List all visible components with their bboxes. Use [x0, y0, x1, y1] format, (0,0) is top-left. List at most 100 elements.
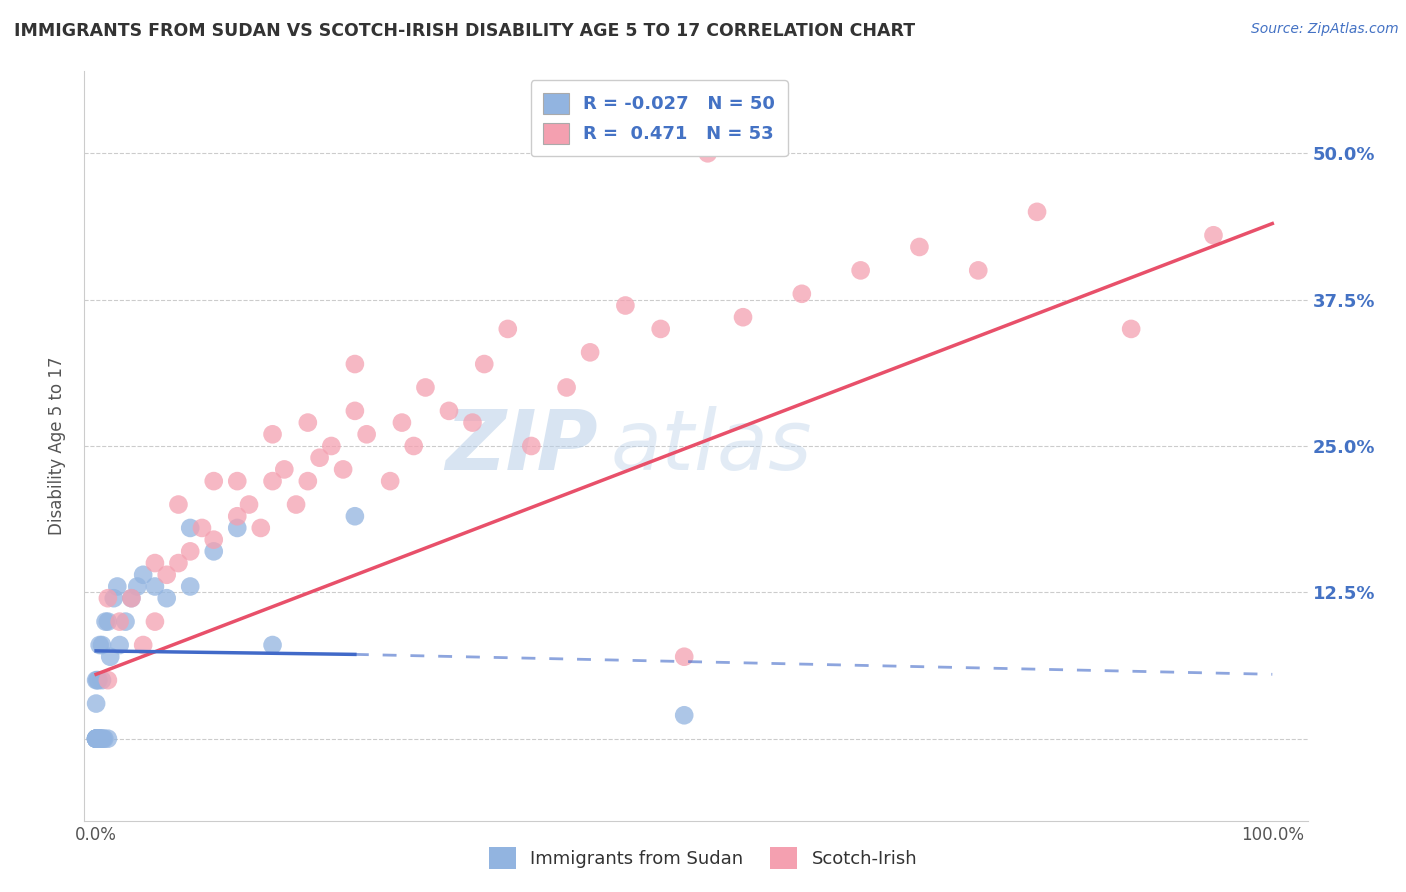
Text: Source: ZipAtlas.com: Source: ZipAtlas.com: [1251, 22, 1399, 37]
Point: [167, 498, 190, 512]
Point: [179, 521, 201, 535]
Point: [127, 580, 149, 594]
Point: [86, 731, 108, 746]
Point: [120, 591, 142, 606]
Point: [86, 731, 108, 746]
Point: [84, 731, 107, 746]
Point: [262, 474, 284, 488]
Point: [156, 591, 179, 606]
Point: [132, 567, 155, 582]
Point: [579, 345, 602, 359]
Point: [849, 263, 872, 277]
Point: [86, 673, 108, 687]
Point: [696, 146, 718, 161]
Point: [87, 673, 110, 687]
Point: [91, 673, 114, 687]
Point: [273, 462, 295, 476]
Point: [380, 474, 402, 488]
Point: [285, 498, 308, 512]
Point: [97, 731, 120, 746]
Point: [91, 731, 114, 746]
Point: [472, 357, 495, 371]
Point: [262, 427, 284, 442]
Point: [105, 580, 128, 594]
Text: ZIP: ZIP: [446, 406, 598, 486]
Point: [1121, 322, 1143, 336]
Point: [202, 533, 225, 547]
Point: [402, 439, 425, 453]
Point: [84, 731, 107, 746]
Point: [226, 509, 249, 524]
Point: [143, 580, 166, 594]
Point: [84, 673, 107, 687]
Point: [114, 615, 136, 629]
Point: [650, 322, 672, 336]
Point: [167, 556, 190, 570]
Point: [555, 380, 578, 394]
Point: [84, 731, 107, 746]
Point: [143, 615, 166, 629]
Point: [437, 404, 460, 418]
Point: [262, 638, 284, 652]
Point: [108, 615, 131, 629]
Point: [308, 450, 330, 465]
Point: [87, 731, 110, 746]
Point: [84, 731, 107, 746]
Point: [673, 708, 696, 723]
Point: [90, 731, 112, 746]
Point: [496, 322, 519, 336]
Point: [143, 556, 166, 570]
Point: [97, 673, 120, 687]
Point: [89, 638, 111, 652]
Point: [91, 638, 114, 652]
Point: [238, 498, 260, 512]
Point: [132, 638, 155, 652]
Point: [673, 649, 696, 664]
Point: [87, 731, 110, 746]
Text: IMMIGRANTS FROM SUDAN VS SCOTCH-IRISH DISABILITY AGE 5 TO 17 CORRELATION CHART: IMMIGRANTS FROM SUDAN VS SCOTCH-IRISH DI…: [14, 22, 915, 40]
Point: [202, 544, 225, 558]
Point: [179, 580, 201, 594]
Y-axis label: Disability Age 5 to 17: Disability Age 5 to 17: [48, 357, 66, 535]
Point: [356, 427, 378, 442]
Point: [1202, 228, 1225, 243]
Point: [1026, 204, 1049, 219]
Point: [156, 567, 179, 582]
Point: [520, 439, 543, 453]
Point: [108, 638, 131, 652]
Point: [86, 731, 108, 746]
Point: [86, 731, 108, 746]
Point: [103, 591, 125, 606]
Point: [790, 286, 813, 301]
Point: [89, 731, 111, 746]
Point: [97, 615, 120, 629]
Point: [87, 731, 110, 746]
Point: [84, 731, 107, 746]
Point: [731, 310, 754, 325]
Point: [343, 357, 366, 371]
Point: [89, 731, 111, 746]
Point: [89, 731, 111, 746]
Point: [226, 474, 249, 488]
Point: [84, 731, 107, 746]
Legend: R = -0.027   N = 50, R =  0.471   N = 53: R = -0.027 N = 50, R = 0.471 N = 53: [531, 80, 787, 156]
Point: [343, 404, 366, 418]
Point: [297, 416, 319, 430]
Point: [332, 462, 354, 476]
Point: [84, 731, 107, 746]
Point: [179, 544, 201, 558]
Point: [97, 591, 120, 606]
Point: [967, 263, 990, 277]
Point: [297, 474, 319, 488]
Point: [120, 591, 142, 606]
Point: [461, 416, 484, 430]
Text: atlas: atlas: [610, 406, 813, 486]
Point: [84, 731, 107, 746]
Point: [93, 731, 115, 746]
Point: [249, 521, 271, 535]
Point: [86, 731, 108, 746]
Point: [202, 474, 225, 488]
Point: [191, 521, 214, 535]
Point: [226, 521, 249, 535]
Point: [908, 240, 931, 254]
